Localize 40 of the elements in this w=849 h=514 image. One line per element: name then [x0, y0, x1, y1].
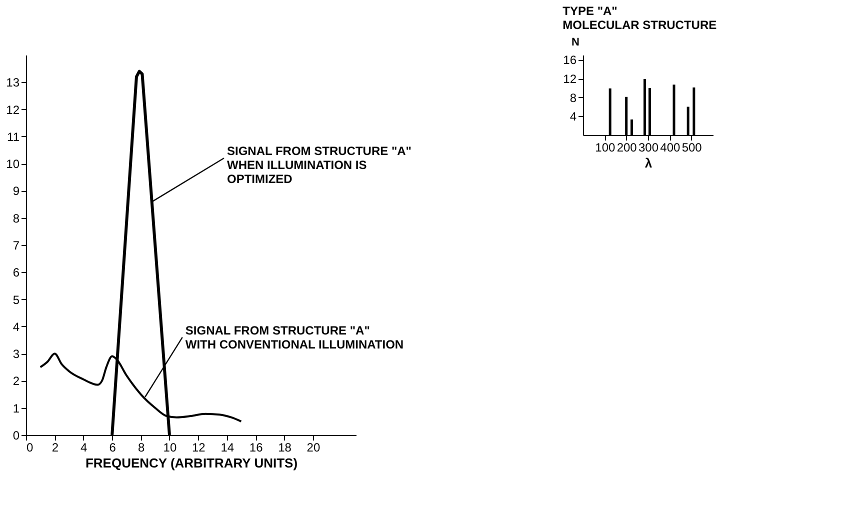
x-tick-label: 2 — [52, 440, 59, 454]
x-tick-label: 10 — [163, 440, 177, 454]
y-tick-label: 8 — [12, 211, 20, 226]
x-tick-label: 16 — [249, 440, 264, 454]
x-tick-label: 12 — [192, 440, 206, 454]
x-tick-label: 500 — [682, 140, 702, 154]
x-tick-label: 6 — [109, 440, 116, 454]
y-tick-label: 10 — [6, 157, 20, 172]
x-axis-title: λ — [644, 156, 653, 170]
y-tick-label: 4 — [12, 320, 20, 334]
x-tick-label: 200 — [616, 140, 638, 154]
y-axis-title: N — [572, 36, 580, 48]
annotation: SIGNAL FROM STRUCTURE "A" WHEN ILLUMINATION IS OPTIMIZED — [227, 144, 412, 186]
y-tick-label: 9 — [12, 184, 20, 198]
x-tick-label: 4 — [80, 440, 88, 454]
chart-title: TYPE "A" MOLECULAR STRUCTURE — [562, 4, 717, 32]
y-tick-label: 11 — [7, 130, 20, 144]
y-tick-label: 6 — [12, 266, 20, 280]
x-tick-label: 300 — [638, 140, 659, 154]
x-axis-title: FREQUENCY (ARBITRARY UNITS) — [85, 456, 298, 470]
x-tick-label: 8 — [138, 440, 145, 454]
y-tick-label: 3 — [12, 347, 20, 362]
x-tick-label: 0 — [26, 440, 34, 454]
y-tick-label: 5 — [12, 292, 20, 307]
y-tick-label: 7 — [12, 238, 20, 252]
x-tick-label: 400 — [660, 140, 680, 154]
x-tick-label: 18 — [278, 440, 292, 454]
annotation: SIGNAL FROM STRUCTURE "A" WITH CONVENTIONAL ILLUMINATION — [185, 323, 404, 352]
y-tick-label: 8 — [570, 90, 577, 105]
x-tick-label: 14 — [220, 440, 234, 454]
y-tick-label: 2 — [12, 374, 20, 388]
y-tick-label: 16 — [563, 53, 577, 68]
x-tick-label: 20 — [306, 440, 320, 454]
y-tick-label: 12 — [563, 72, 577, 86]
y-tick-label: 4 — [570, 110, 577, 124]
y-tick-label: 12 — [6, 102, 20, 117]
y-tick-label: 13 — [6, 76, 20, 90]
x-tick-label: 100 — [595, 140, 616, 154]
y-tick-label: 0 — [12, 428, 20, 442]
y-tick-label: 1 — [12, 401, 20, 416]
